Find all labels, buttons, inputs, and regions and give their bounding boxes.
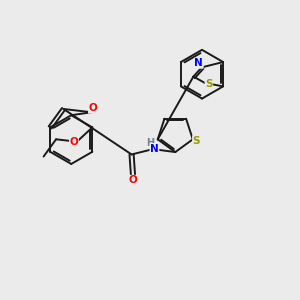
Text: S: S	[193, 136, 200, 146]
Text: H: H	[146, 138, 155, 148]
Text: O: O	[70, 137, 78, 147]
Text: N: N	[194, 58, 203, 68]
Text: O: O	[88, 103, 97, 113]
Text: O: O	[129, 175, 137, 185]
Text: S: S	[205, 79, 213, 89]
Text: N: N	[150, 143, 159, 154]
